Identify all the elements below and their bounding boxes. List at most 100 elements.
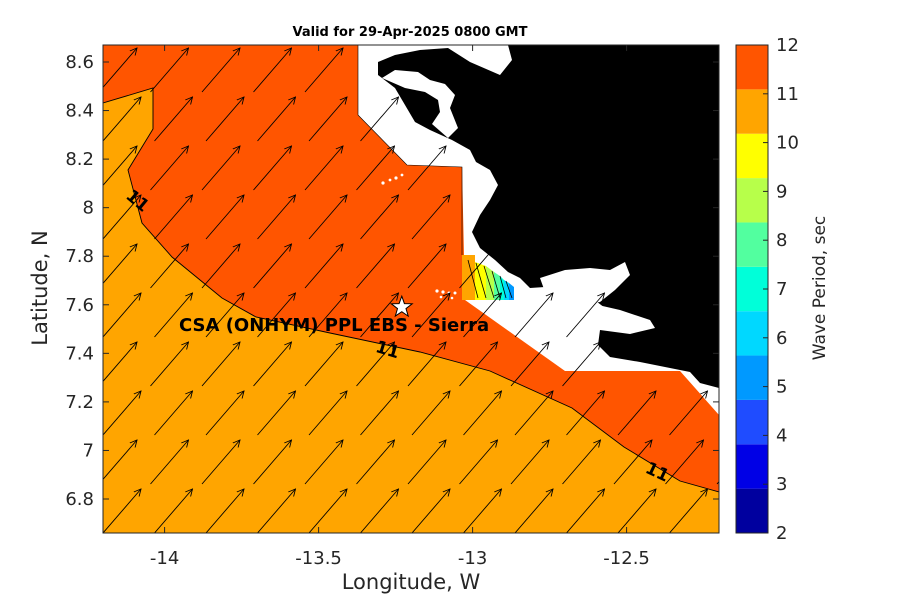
wave-arrow — [510, 440, 549, 485]
wave-arrow — [304, 244, 343, 289]
wave-arrow — [360, 195, 399, 240]
wave-arrow — [514, 293, 553, 338]
colorbar-segment — [736, 355, 768, 400]
wave-arrow — [154, 195, 193, 240]
wave-arrow — [154, 293, 193, 338]
wave-arrow — [669, 391, 708, 436]
wave-arrow — [150, 48, 189, 93]
wave-arrow — [562, 342, 601, 387]
wave-arrow — [411, 489, 450, 533]
colorbar-label: Wave Period, sec — [810, 215, 830, 361]
wave-arrow — [411, 293, 450, 338]
colorbar-tick-label: 4 — [776, 425, 787, 446]
wave-arrow — [360, 489, 399, 533]
wave-arrow — [201, 342, 240, 387]
wave-arrow — [154, 489, 193, 533]
wave-arrow — [514, 391, 553, 436]
colorbar-tick-label: 10 — [776, 133, 799, 154]
colorbar-tick-label: 2 — [776, 523, 787, 544]
colorbar-segment — [736, 89, 768, 134]
wave-arrow — [103, 146, 137, 187]
wave-arrow — [257, 489, 296, 533]
x-tick-label: -13.5 — [295, 548, 342, 569]
wave-arrow — [669, 489, 708, 533]
wave-arrow — [257, 293, 296, 338]
colorbar-segment — [736, 488, 768, 533]
y-tick-label: 7 — [83, 440, 94, 461]
colorbar-segment — [736, 266, 768, 312]
land-mass — [378, 45, 719, 388]
wave-arrow — [103, 440, 137, 481]
wave-arrow — [257, 391, 296, 436]
wave-arrow — [411, 391, 450, 436]
y-tick-label: 8.4 — [65, 101, 94, 122]
wave-arrow — [356, 440, 395, 485]
mesh-boundary — [357, 45, 463, 255]
wave-arrow — [205, 195, 244, 240]
wave-arrow — [459, 440, 498, 485]
wave-arrow — [407, 146, 446, 191]
wave-arrow — [411, 195, 450, 240]
colorbar-segment — [736, 444, 768, 489]
wave-arrow — [257, 97, 296, 142]
colorbar-tick-label: 11 — [776, 84, 799, 105]
colorbar-tick-label: 7 — [776, 279, 787, 300]
wave-arrow — [617, 391, 656, 436]
wave-arrow — [459, 244, 498, 289]
wave-arrow — [150, 342, 189, 387]
wave-arrow — [613, 440, 652, 485]
wave-arrow — [103, 97, 141, 142]
colorbar-segment — [736, 399, 768, 445]
colorbar-tick-label: 5 — [776, 377, 787, 398]
wave-arrow — [253, 146, 292, 191]
wave-arrow — [257, 195, 296, 240]
y-tick-label: 8.2 — [65, 149, 94, 170]
wave-arrow — [304, 146, 343, 191]
site-label: CSA (ONHYM) PPL EBS - Sierra — [179, 315, 489, 336]
wave-arrow — [201, 146, 240, 191]
wave-arrow — [407, 440, 446, 485]
wave-arrow — [459, 342, 498, 387]
wave-arrow — [308, 195, 347, 240]
y-tick-label: 7.4 — [65, 343, 94, 364]
colorbar-tick-label: 3 — [776, 474, 787, 495]
wave-arrow — [566, 293, 605, 338]
wave-arrow — [150, 146, 189, 191]
wave-arrow — [205, 97, 244, 142]
wave-arrow — [103, 489, 141, 533]
wave-arrow — [103, 342, 137, 383]
x-tick-label: -13 — [458, 548, 487, 569]
map-title: Valid for 29-Apr-2025 0800 GMT — [292, 25, 528, 40]
wave-arrow — [205, 391, 244, 436]
estuaries — [382, 70, 655, 334]
site-star-marker — [389, 294, 414, 318]
wave-arrow — [253, 48, 292, 93]
wave-arrow — [360, 391, 399, 436]
wave-arrow — [463, 489, 502, 533]
wave-arrow — [103, 391, 141, 436]
x-axis: -14 -13.5 -13 -12.5 — [150, 45, 650, 569]
colorbar-tick-label: 9 — [776, 181, 787, 202]
wave-arrow — [201, 440, 240, 485]
wave-arrow — [407, 342, 446, 387]
wave-arrow — [566, 391, 605, 436]
x-tick-label: -14 — [150, 548, 179, 569]
y-tick-label: 8.6 — [65, 52, 94, 73]
wave-arrow — [154, 97, 193, 142]
wave-arrow — [566, 489, 605, 533]
wave-arrow — [201, 48, 240, 93]
wave-arrow — [463, 293, 502, 338]
wave-arrow — [356, 244, 395, 289]
y-tick-label: 7.6 — [65, 295, 94, 316]
wave-arrow — [463, 391, 502, 436]
wave-arrow — [514, 489, 553, 533]
wave-arrow — [308, 293, 347, 338]
contour-11 — [103, 87, 719, 493]
wave-arrow — [407, 244, 446, 289]
wave-arrow — [150, 440, 189, 485]
colorbar-segment — [736, 133, 768, 179]
wave-arrow — [253, 342, 292, 387]
wave-arrow — [510, 342, 549, 387]
